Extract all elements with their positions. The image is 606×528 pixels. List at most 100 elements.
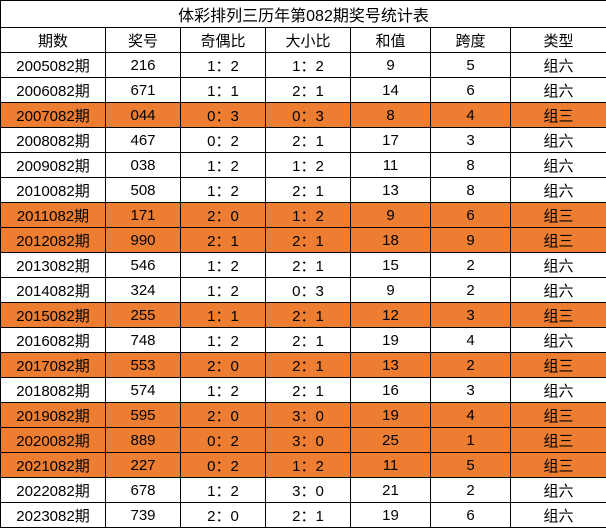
table-row: 2022082期6781：23：0212组六 bbox=[1, 478, 606, 503]
table-cell: 2 bbox=[431, 253, 511, 278]
table-cell: 14 bbox=[351, 78, 431, 103]
table-cell: 3：0 bbox=[266, 403, 351, 428]
table-row: 2011082期1712：01：296组三 bbox=[1, 203, 606, 228]
table-cell: 1：2 bbox=[266, 53, 351, 78]
table-cell: 16 bbox=[351, 378, 431, 403]
table-cell: 2：1 bbox=[266, 328, 351, 353]
table-cell: 171 bbox=[106, 203, 181, 228]
table-cell: 748 bbox=[106, 328, 181, 353]
table-cell: 2：1 bbox=[266, 78, 351, 103]
table-cell: 324 bbox=[106, 278, 181, 303]
table-cell: 1：2 bbox=[181, 153, 266, 178]
table-cell: 4 bbox=[431, 328, 511, 353]
table-row: 2008082期4670：22：1173组六 bbox=[1, 128, 606, 153]
table-cell: 5 bbox=[431, 53, 511, 78]
table-row: 2007082期0440：30：384组三 bbox=[1, 103, 606, 128]
table-cell: 0：2 bbox=[181, 128, 266, 153]
table-cell: 2 bbox=[431, 278, 511, 303]
table-cell: 18 bbox=[351, 228, 431, 253]
table-cell: 组三 bbox=[511, 428, 606, 453]
table-cell: 1：2 bbox=[181, 478, 266, 503]
col-header-period: 期数 bbox=[1, 28, 106, 53]
table-cell: 2：1 bbox=[266, 378, 351, 403]
col-header-number: 奖号 bbox=[106, 28, 181, 53]
table-cell: 组六 bbox=[511, 128, 606, 153]
table-cell: 553 bbox=[106, 353, 181, 378]
table-cell: 2：1 bbox=[266, 178, 351, 203]
table-cell: 2007082期 bbox=[1, 103, 106, 128]
col-header-span: 跨度 bbox=[431, 28, 511, 53]
col-header-type: 类型 bbox=[511, 28, 606, 53]
table-title: 体彩排列三历年第082期奖号统计表 bbox=[1, 1, 606, 28]
table-cell: 595 bbox=[106, 403, 181, 428]
table-row: 2021082期2270：21：2115组三 bbox=[1, 453, 606, 478]
stats-table: 体彩排列三历年第082期奖号统计表 期数 奖号 奇偶比 大小比 和值 跨度 类型… bbox=[0, 0, 606, 528]
table-cell: 2：1 bbox=[266, 353, 351, 378]
table-cell: 9 bbox=[351, 278, 431, 303]
table-cell: 2023082期 bbox=[1, 503, 106, 528]
table-cell: 组三 bbox=[511, 403, 606, 428]
table-cell: 889 bbox=[106, 428, 181, 453]
table-cell: 2018082期 bbox=[1, 378, 106, 403]
table-cell: 8 bbox=[431, 153, 511, 178]
table-cell: 2：1 bbox=[266, 253, 351, 278]
table-cell: 2：1 bbox=[266, 503, 351, 528]
table-row: 2005082期2161：21：295组六 bbox=[1, 53, 606, 78]
col-header-sum: 和值 bbox=[351, 28, 431, 53]
table-cell: 2 bbox=[431, 353, 511, 378]
table-cell: 2 bbox=[431, 478, 511, 503]
header-row: 期数 奖号 奇偶比 大小比 和值 跨度 类型 bbox=[1, 28, 606, 53]
table-cell: 组六 bbox=[511, 328, 606, 353]
table-cell: 508 bbox=[106, 178, 181, 203]
table-cell: 2：0 bbox=[181, 403, 266, 428]
table-cell: 1：1 bbox=[181, 303, 266, 328]
table-cell: 6 bbox=[431, 203, 511, 228]
table-cell: 组三 bbox=[511, 203, 606, 228]
table-cell: 0：2 bbox=[181, 453, 266, 478]
table-cell: 2：1 bbox=[181, 228, 266, 253]
table-row: 2010082期5081：22：1138组六 bbox=[1, 178, 606, 203]
table-body: 体彩排列三历年第082期奖号统计表 期数 奖号 奇偶比 大小比 和值 跨度 类型… bbox=[1, 1, 606, 528]
table-cell: 2021082期 bbox=[1, 453, 106, 478]
table-cell: 组六 bbox=[511, 503, 606, 528]
table-cell: 1：1 bbox=[181, 78, 266, 103]
table-cell: 组六 bbox=[511, 53, 606, 78]
table-cell: 0：3 bbox=[266, 278, 351, 303]
table-cell: 1：2 bbox=[181, 278, 266, 303]
table-cell: 组六 bbox=[511, 278, 606, 303]
table-cell: 0：2 bbox=[181, 428, 266, 453]
table-cell: 255 bbox=[106, 303, 181, 328]
table-row: 2006082期6711：12：1146组六 bbox=[1, 78, 606, 103]
table-cell: 1：2 bbox=[266, 153, 351, 178]
table-cell: 组六 bbox=[511, 253, 606, 278]
table-cell: 2005082期 bbox=[1, 53, 106, 78]
table-cell: 216 bbox=[106, 53, 181, 78]
table-cell: 2011082期 bbox=[1, 203, 106, 228]
table-row: 2020082期8890：23：0251组三 bbox=[1, 428, 606, 453]
table-cell: 2014082期 bbox=[1, 278, 106, 303]
table-cell: 4 bbox=[431, 403, 511, 428]
table-cell: 9 bbox=[351, 53, 431, 78]
table-cell: 15 bbox=[351, 253, 431, 278]
table-cell: 1：2 bbox=[266, 203, 351, 228]
table-row: 2023082期7392：02：1196组六 bbox=[1, 503, 606, 528]
table-cell: 8 bbox=[431, 178, 511, 203]
table-cell: 9 bbox=[431, 228, 511, 253]
table-cell: 546 bbox=[106, 253, 181, 278]
table-cell: 12 bbox=[351, 303, 431, 328]
table-cell: 671 bbox=[106, 78, 181, 103]
table-cell: 2019082期 bbox=[1, 403, 106, 428]
table-cell: 3 bbox=[431, 128, 511, 153]
table-cell: 13 bbox=[351, 178, 431, 203]
table-cell: 2：0 bbox=[181, 353, 266, 378]
table-cell: 组六 bbox=[511, 178, 606, 203]
table-cell: 组三 bbox=[511, 453, 606, 478]
table-cell: 2006082期 bbox=[1, 78, 106, 103]
table-cell: 678 bbox=[106, 478, 181, 503]
table-row: 2015082期2551：12：1123组三 bbox=[1, 303, 606, 328]
table-cell: 3：0 bbox=[266, 428, 351, 453]
table-cell: 19 bbox=[351, 403, 431, 428]
table-cell: 17 bbox=[351, 128, 431, 153]
table-cell: 0：3 bbox=[181, 103, 266, 128]
table-cell: 2017082期 bbox=[1, 353, 106, 378]
